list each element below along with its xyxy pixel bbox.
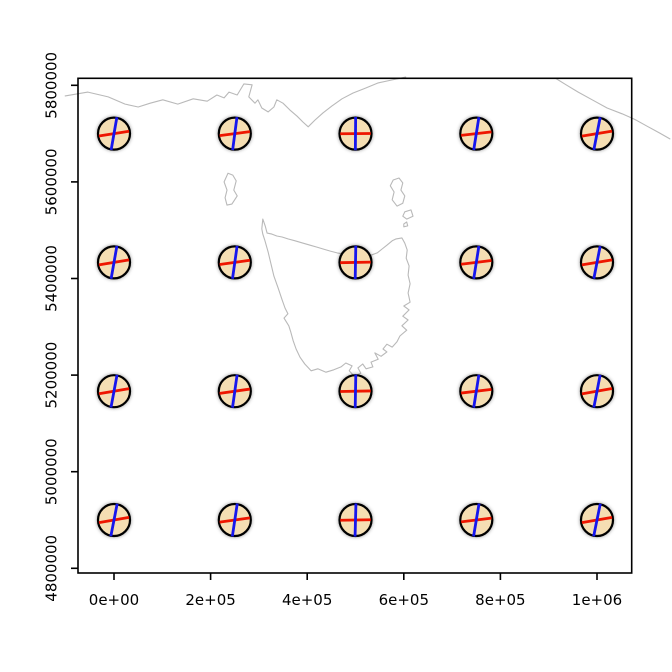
tissot-indicatrix-symbol: [96, 245, 132, 280]
meridian-line: [592, 117, 602, 151]
meridian-line: [472, 116, 481, 151]
meridian-line: [353, 245, 358, 280]
meridian-line: [472, 374, 481, 408]
tissot-indicatrix-symbol: [459, 502, 494, 538]
x-axis-tick-label: 4e+05: [282, 591, 332, 609]
tissot-indicatrix-symbol: [459, 245, 494, 280]
x-axis-tick-label: 6e+05: [379, 591, 429, 609]
coastline-mainland-east: [555, 77, 671, 140]
tissot-indicatrix-symbol: [579, 502, 615, 538]
meridian-line: [592, 503, 602, 537]
plot-border: [77, 77, 633, 574]
y-axis-tick-label: 5800000: [42, 52, 60, 119]
meridian-line: [231, 245, 239, 280]
tissot-indicatrix-symbol: [217, 116, 252, 151]
y-axis-tick-label: 5200000: [42, 342, 60, 409]
meridian-line: [353, 503, 358, 537]
meridian-line: [230, 503, 239, 537]
meridian-line: [592, 245, 602, 279]
meridian-line: [109, 503, 119, 537]
meridian-line: [109, 117, 119, 151]
meridian-line: [353, 374, 358, 408]
coastline-flinders-island: [389, 177, 406, 207]
x-axis-tick-label: 2e+05: [185, 591, 235, 609]
x-axis-tick-label: 8e+05: [475, 591, 525, 609]
meridian-line: [231, 374, 239, 408]
tissot-indicatrix-symbol: [459, 374, 494, 409]
coastline-cape-barren-island: [402, 209, 414, 220]
y-axis-tick-label: 4800000: [42, 535, 60, 602]
x-axis-tick-label: 1e+06: [572, 591, 622, 609]
meridian-line: [109, 374, 119, 408]
tissot-indicatrix-symbol: [217, 374, 252, 409]
meridian-line: [231, 116, 239, 151]
tissot-indicatrix-symbol: [338, 502, 373, 538]
y-axis-tick-label: 5000000: [42, 438, 60, 505]
x-axis-tick-label: 0e+00: [89, 591, 139, 609]
tissot-indicatrix-symbol: [96, 374, 132, 409]
tissot-indicatrix-symbol: [338, 245, 373, 280]
meridian-line: [109, 245, 119, 279]
tissot-indicatrix-symbol: [96, 502, 132, 538]
meridian-line: [592, 374, 602, 408]
tissot-indicatrix-symbol: [338, 116, 373, 151]
meridian-line: [472, 503, 481, 537]
tissot-indicatrix-symbol: [579, 245, 615, 280]
tissot-indicatrix-symbol: [459, 116, 494, 151]
coastline-mainland-west: [64, 76, 407, 128]
y-axis-tick-label: 5600000: [42, 148, 60, 215]
tissot-indicatrix-symbol: [579, 374, 615, 409]
tissot-indicatrix-symbol: [579, 116, 615, 151]
y-axis-tick-label: 5400000: [42, 245, 60, 312]
coastline-king-island: [223, 172, 238, 206]
tissot-indicatrix-symbol: [217, 245, 252, 280]
coastline-tasmania: [261, 218, 411, 377]
tissot-indicatrix-symbol: [96, 116, 132, 151]
tissot-indicatrix-symbol: [217, 502, 252, 538]
tissot-indicatrix-symbol: [338, 374, 373, 409]
meridian-line: [472, 245, 481, 280]
coastline-small-islet: [403, 221, 409, 228]
